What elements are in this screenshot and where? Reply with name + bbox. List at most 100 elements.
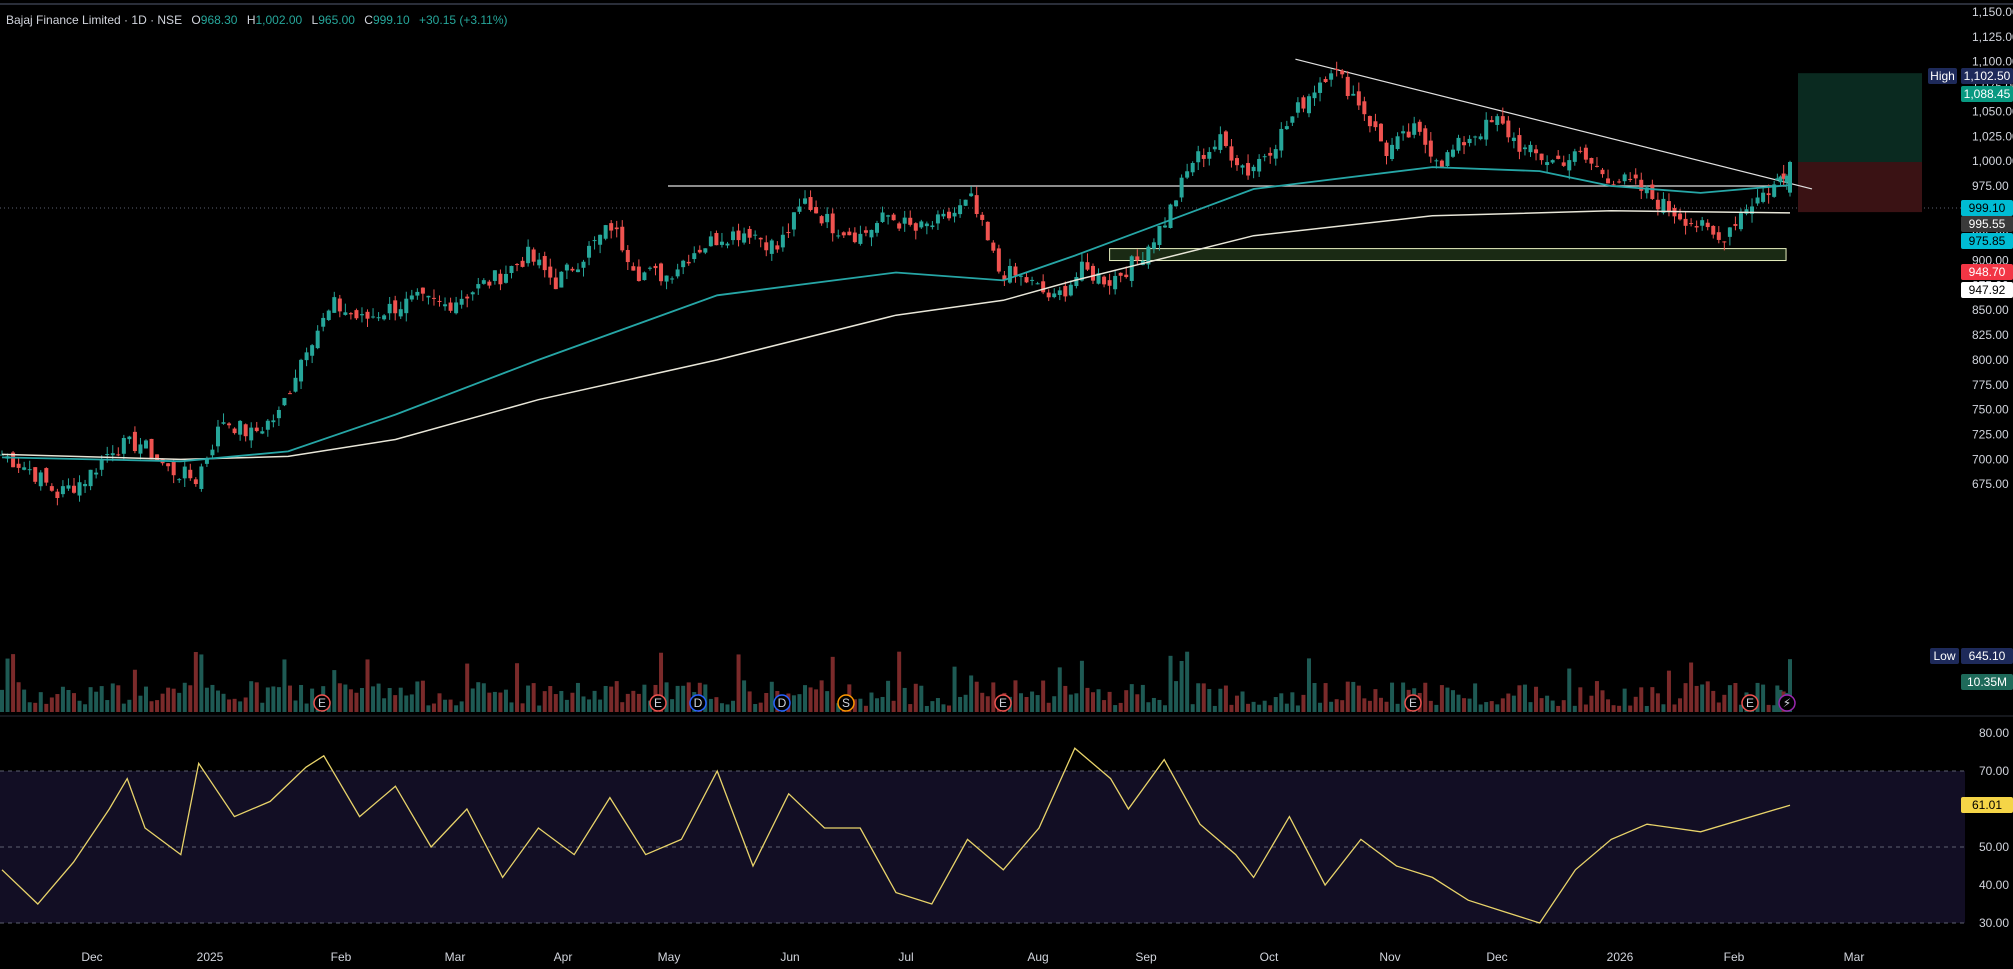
candles-layer	[0, 61, 1792, 506]
volume-bar	[714, 697, 719, 712]
volume-bar	[1766, 704, 1771, 712]
volume-bar	[592, 690, 597, 712]
event-marker-label: E	[1746, 696, 1754, 710]
event-marker-label: D	[694, 696, 703, 710]
event-marker-s: S	[837, 694, 855, 712]
volume-bar	[880, 696, 885, 712]
ema-long-badge: 947.92	[1961, 282, 2013, 298]
candle-body	[166, 463, 171, 467]
candle-body	[492, 270, 497, 281]
volume-bar	[980, 692, 985, 712]
volume-bar	[1013, 680, 1018, 712]
volume-bar	[1041, 680, 1046, 712]
candle-body	[49, 486, 54, 491]
volume-bar	[869, 692, 874, 712]
candle-body	[498, 273, 503, 285]
volume-bar	[587, 699, 592, 712]
volume-bar	[1511, 695, 1516, 712]
candle-body	[703, 248, 708, 253]
candle-body	[387, 303, 392, 314]
candle-body	[1401, 131, 1406, 134]
volume-bar	[1561, 700, 1566, 712]
candle-body	[1174, 200, 1179, 207]
volume-bar	[1329, 701, 1334, 712]
candle-body	[1716, 232, 1721, 240]
candle-body	[1362, 101, 1367, 115]
volume-bar	[1201, 683, 1206, 712]
event-markers: E E D D S E E E ⚡	[313, 694, 1796, 712]
candle-body	[1478, 136, 1483, 140]
volume-bar	[974, 681, 979, 712]
low-value: 965.00	[318, 13, 355, 27]
volume-bar	[681, 685, 686, 712]
volume-badge-text: 10.35M	[1967, 675, 2007, 689]
volume-bar	[1716, 702, 1721, 712]
volume-bar	[1628, 705, 1633, 712]
candle-body	[980, 214, 985, 220]
volume-bar	[636, 693, 641, 712]
candle-body	[1412, 123, 1417, 135]
candle-body	[44, 468, 49, 483]
event-marker-e: E	[313, 694, 331, 712]
volume-bar	[171, 688, 176, 712]
candle-body	[476, 284, 481, 289]
volume-bar	[725, 704, 730, 712]
volume-bar	[520, 703, 525, 712]
candle-body	[1262, 156, 1267, 158]
open-value: 968.30	[200, 13, 238, 27]
candle-body	[985, 221, 990, 241]
candle-body	[642, 272, 647, 281]
event-marker-label: D	[778, 696, 787, 710]
candle-body	[897, 223, 902, 229]
stop-badge-text: 948.70	[1969, 265, 2006, 279]
ema-slow-badge: 995.55	[1961, 216, 2013, 232]
candle-body	[852, 232, 857, 243]
ema-fast-badge: 975.85	[1961, 233, 2013, 249]
candle-body	[1251, 166, 1256, 172]
price-axis[interactable]: 1,150.001,125.001,100.001,075.001,050.00…	[1972, 5, 2013, 930]
close-label: C	[364, 13, 373, 27]
volume-bar	[1096, 689, 1101, 712]
volume-bar	[1390, 682, 1395, 712]
volume-bar	[354, 692, 359, 712]
target-badge-text: 1,088.45	[1964, 87, 2011, 101]
volume-bar	[221, 693, 226, 712]
volume-bar	[121, 703, 126, 712]
candle-body	[105, 454, 110, 456]
volume-bar	[830, 656, 835, 712]
volume-bar	[254, 682, 259, 712]
price-tick-label: 750.00	[1972, 403, 2009, 417]
volume-bar	[1761, 684, 1766, 712]
volume-bar	[276, 687, 281, 712]
event-marker-label: E	[999, 696, 1007, 710]
candle-body	[182, 466, 187, 479]
volume-bar	[1113, 705, 1118, 712]
volume-bar	[1318, 702, 1323, 712]
candle-body	[359, 314, 364, 316]
volume-bar	[598, 699, 603, 712]
candle-body	[260, 431, 265, 434]
volume-bar	[1639, 687, 1644, 712]
candle-body	[952, 212, 957, 217]
high-value: 1,002.00	[255, 13, 303, 27]
candle-body	[1528, 144, 1533, 153]
time-axis[interactable]: Dec 2025 Feb Mar Apr May Jun Jul Aug Sep Oct Nov Dec…	[81, 950, 1864, 964]
candle-body	[409, 295, 414, 300]
volume-bar	[431, 703, 436, 712]
candle-body	[1445, 152, 1450, 167]
symbol-title[interactable]: Bajaj Finance Limited · 1D · NSE	[6, 13, 183, 27]
volume-bar	[1284, 703, 1289, 712]
candle-body	[1750, 206, 1755, 214]
candle-body	[1639, 179, 1644, 191]
volume-bar	[1666, 670, 1671, 712]
candle-body	[1146, 246, 1151, 265]
candle-body	[1384, 142, 1389, 157]
candle-body	[841, 232, 846, 236]
volume-bar	[1722, 694, 1727, 712]
chart-header: Bajaj Finance Limited · 1D · NSE O968.30…	[6, 13, 508, 27]
candle-body	[1295, 102, 1300, 113]
volume-bar	[1622, 688, 1627, 712]
volume-bar	[1556, 705, 1561, 712]
volume-bar	[1644, 705, 1649, 712]
